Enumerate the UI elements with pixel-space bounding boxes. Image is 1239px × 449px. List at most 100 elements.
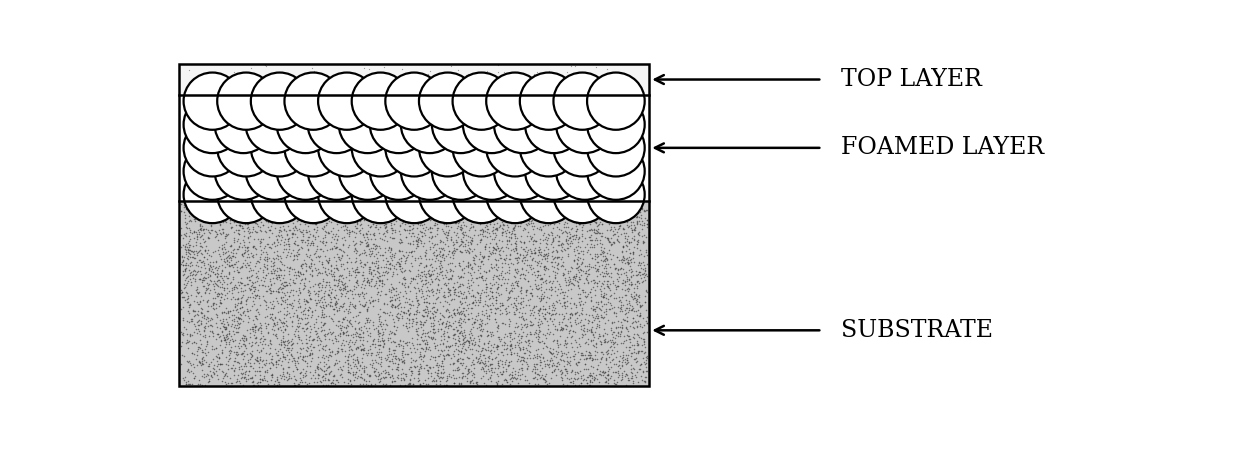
Point [213,375,233,382]
Point [601,302,621,309]
Point [525,369,545,376]
Point [211,337,230,344]
Point [466,379,486,386]
Point [492,357,512,364]
Point [612,325,632,332]
Point [396,341,416,348]
Point [529,307,549,314]
Point [362,282,382,289]
Point [225,296,245,303]
Point [550,202,570,210]
Point [349,308,369,316]
Point [238,202,258,209]
Point [178,299,198,306]
Point [318,291,338,298]
Point [524,328,544,335]
Point [482,288,502,295]
Point [261,240,281,247]
Point [449,347,468,354]
Point [558,253,577,260]
Point [238,244,258,251]
Point [603,304,623,311]
Point [225,201,245,208]
Point [515,338,535,345]
Point [261,287,281,294]
Point [306,215,326,222]
Point [482,369,502,376]
Point [346,369,366,376]
Point [192,347,212,354]
Point [214,323,234,330]
Ellipse shape [385,73,444,130]
Point [395,200,415,207]
Point [237,243,256,251]
Point [507,304,527,312]
Point [373,320,393,327]
Point [472,273,492,280]
Point [532,199,551,207]
Point [410,198,430,205]
Point [591,229,611,237]
Point [548,341,567,348]
Point [616,305,636,312]
Point [171,260,191,267]
Point [373,338,393,345]
Point [291,277,311,284]
Point [613,256,633,264]
Point [233,341,253,348]
Point [198,285,218,292]
Point [180,207,199,214]
Point [280,292,300,299]
Point [449,205,468,212]
Point [550,290,570,297]
Point [627,330,647,337]
Point [627,300,647,307]
Point [239,208,259,216]
Point [196,226,216,233]
Point [420,238,440,245]
Point [481,371,501,379]
Point [315,287,335,295]
Point [561,310,581,317]
Point [388,361,408,368]
Point [242,229,261,236]
Point [247,212,266,219]
Point [449,211,468,219]
Point [424,321,444,329]
Point [411,344,431,352]
Point [322,330,342,337]
Point [492,209,512,216]
Point [447,224,467,232]
Point [497,332,517,339]
Point [271,295,291,302]
Point [627,277,647,285]
Point [292,353,312,361]
Point [195,333,214,340]
Point [510,357,530,365]
Point [307,333,327,340]
Point [488,358,508,365]
Point [390,262,410,269]
Point [292,308,312,315]
Point [587,299,607,306]
Point [394,351,414,358]
Point [637,367,657,374]
Point [183,307,203,314]
Point [506,311,525,318]
Point [409,300,429,308]
Point [338,341,358,348]
Point [475,351,494,358]
Point [191,233,211,241]
Point [465,318,484,326]
Point [424,374,444,381]
Point [540,212,560,220]
Point [384,200,404,207]
Point [596,378,616,385]
Point [247,220,266,227]
Point [180,271,199,278]
Point [216,207,235,214]
Point [449,326,468,334]
Point [558,286,577,293]
Point [533,222,553,229]
Point [182,253,202,260]
